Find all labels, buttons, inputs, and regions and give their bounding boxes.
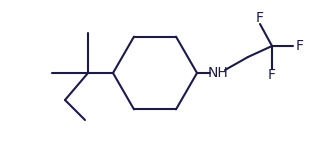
Text: F: F	[256, 11, 264, 25]
Text: F: F	[296, 39, 304, 53]
Text: F: F	[268, 68, 276, 82]
Text: NH: NH	[208, 66, 228, 80]
